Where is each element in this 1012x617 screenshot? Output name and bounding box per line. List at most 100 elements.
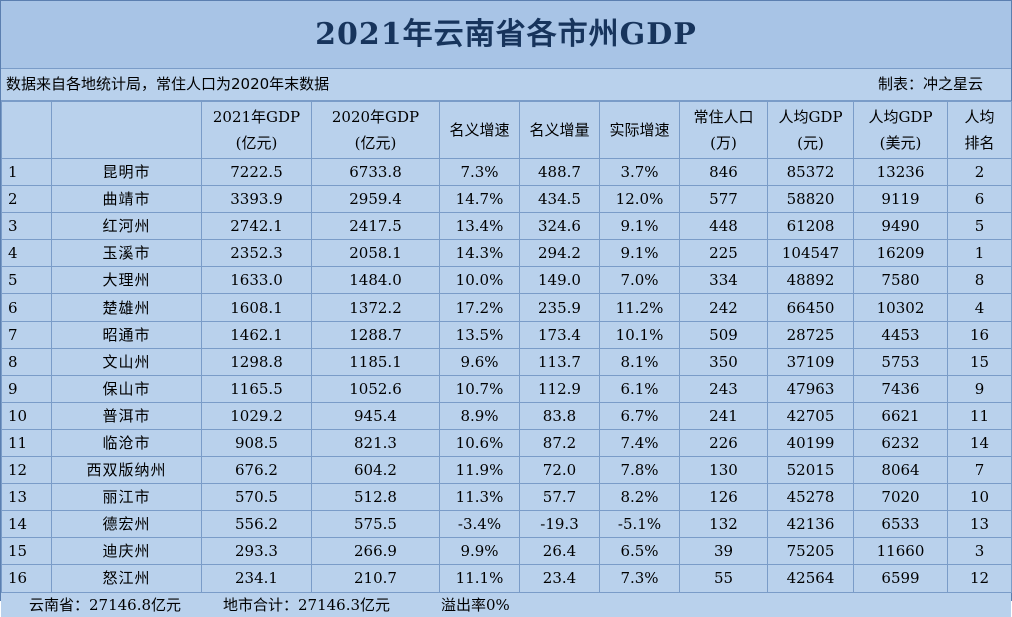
value-cell: 9.9% (439, 537, 520, 566)
value-cell: 1372.2 (311, 293, 440, 322)
value-cell: 28725 (767, 320, 854, 349)
value-cell: 1 (947, 239, 1012, 268)
value-cell: 945.4 (311, 401, 440, 430)
table-row: 10 普洱市 1029.2 945.4 8.9% 83.8 6.7% 241 42705 6621… (1, 401, 1012, 430)
value-cell: 42705 (767, 401, 854, 430)
value-cell: 488.7 (519, 157, 600, 187)
value-cell: 2742.1 (201, 212, 312, 241)
header-cell-9: 人均GDP (美元) (853, 101, 948, 159)
value-cell: 6.5% (599, 537, 680, 566)
value-cell: 13 (947, 510, 1012, 539)
value-cell: 14.3% (439, 239, 520, 268)
value-cell: 6621 (853, 401, 948, 430)
value-cell: 235.9 (519, 293, 600, 322)
value-cell: 8064 (853, 456, 948, 485)
value-cell: 434.5 (519, 185, 600, 214)
footer-city-sum: 地市合计：27146.3亿元 (223, 595, 391, 614)
header-line1: 常住人口 (693, 108, 754, 126)
row-index-cell: 10 (1, 401, 52, 430)
value-cell: 846 (679, 157, 768, 187)
value-cell: 8.2% (599, 483, 680, 512)
value-cell: 334 (679, 266, 768, 295)
table-row: 8 文山州 1298.8 1185.1 9.6% 113.7 8.1% 350 37109 575… (1, 347, 1012, 376)
table-row: 12 西双版纳州 676.2 604.2 11.9% 72.0 7.8% 130 52015 80… (1, 456, 1012, 485)
value-cell: 324.6 (519, 212, 600, 241)
value-cell: 7.4% (599, 428, 680, 458)
value-cell: 11 (947, 401, 1012, 430)
header-line1: 人均GDP (868, 108, 933, 126)
city-name-cell: 普洱市 (51, 401, 202, 430)
value-cell: 57.7 (519, 483, 600, 512)
table-row: 1 昆明市 7222.5 6733.8 7.3% 488.7 3.7% 846 85372 132… (1, 157, 1012, 187)
value-cell: 6533 (853, 510, 948, 539)
city-name-cell: 保山市 (51, 374, 202, 403)
header-cell-8: 人均GDP (元) (767, 101, 854, 159)
value-cell: 55 (679, 564, 768, 593)
header-cell-2: 2021年GDP (亿元) (201, 101, 312, 159)
value-cell: 570.5 (201, 483, 312, 512)
header-line2: (元) (797, 134, 824, 152)
city-name-cell: 怒江州 (51, 564, 202, 593)
table-row: 16 怒江州 234.1 210.7 11.1% 23.4 7.3% 55 42564 6599 1… (1, 564, 1012, 593)
value-cell: 6232 (853, 428, 948, 458)
value-cell: 130 (679, 456, 768, 485)
value-cell: 9119 (853, 185, 948, 214)
value-cell: 3393.9 (201, 185, 312, 214)
value-cell: 908.5 (201, 428, 312, 458)
row-index-cell: 3 (1, 212, 52, 241)
value-cell: 37109 (767, 347, 854, 376)
value-cell: 10.7% (439, 374, 520, 403)
value-cell: 14.7% (439, 185, 520, 214)
value-cell: 350 (679, 347, 768, 376)
value-cell: 2 (947, 157, 1012, 187)
value-cell: 512.8 (311, 483, 440, 512)
value-cell: 4453 (853, 320, 948, 349)
value-cell: 448 (679, 212, 768, 241)
value-cell: 7222.5 (201, 157, 312, 187)
value-cell: 11.3% (439, 483, 520, 512)
value-cell: 4 (947, 293, 1012, 322)
table-body: 1 昆明市 7222.5 6733.8 7.3% 488.7 3.7% 846 85372 132… (1, 157, 1012, 593)
value-cell: -5.1% (599, 510, 680, 539)
table-row: 2 曲靖市 3393.9 2959.4 14.7% 434.5 12.0% 577 58820 9… (1, 185, 1012, 214)
table-row: 13 丽江市 570.5 512.8 11.3% 57.7 8.2% 126 45278 7020… (1, 483, 1012, 512)
value-cell: 7580 (853, 266, 948, 295)
header-line1: 2020年GDP (331, 108, 420, 126)
value-cell: 556.2 (201, 510, 312, 539)
city-name-cell: 曲靖市 (51, 185, 202, 214)
header-line1: 2021年GDP (212, 108, 301, 126)
value-cell: 16 (947, 320, 1012, 349)
value-cell: 8.1% (599, 347, 680, 376)
value-cell: 2352.3 (201, 239, 312, 268)
value-cell: 7436 (853, 374, 948, 403)
value-cell: 1608.1 (201, 293, 312, 322)
table-row: 7 昭通市 1462.1 1288.7 13.5% 173.4 10.1% 509 28725 4… (1, 320, 1012, 349)
header-cell-7: 常住人口 (万) (679, 101, 768, 159)
info-bar: 数据来自各地统计局，常住人口为2020年末数据 制表：冲之星云 (1, 69, 1011, 101)
city-name-cell: 德宏州 (51, 510, 202, 539)
city-name-cell: 西双版纳州 (51, 456, 202, 485)
value-cell: 104547 (767, 239, 854, 268)
value-cell: 47963 (767, 374, 854, 403)
value-cell: 3 (947, 537, 1012, 566)
value-cell: 1633.0 (201, 266, 312, 295)
value-cell: 7.8% (599, 456, 680, 485)
header-cell-6: 实际增速 (599, 101, 680, 159)
value-cell: 7.3% (599, 564, 680, 593)
header-line1: 人均GDP (778, 108, 843, 126)
value-cell: 6 (947, 185, 1012, 214)
value-cell: 10.0% (439, 266, 520, 295)
row-index-cell: 12 (1, 456, 52, 485)
header-line2: (亿元) (354, 134, 397, 152)
header-line1: 实际增速 (609, 121, 670, 139)
value-cell: 48892 (767, 266, 854, 295)
header-cell-1 (51, 101, 202, 159)
table-row: 6 楚雄州 1608.1 1372.2 17.2% 235.9 11.2% 242 66450 1… (1, 293, 1012, 322)
value-cell: 1052.6 (311, 374, 440, 403)
value-cell: 10.6% (439, 428, 520, 458)
footer-overflow-rate: 溢出率0% (441, 595, 510, 614)
city-name-cell: 丽江市 (51, 483, 202, 512)
source-note: 数据来自各地统计局，常住人口为2020年末数据 (6, 75, 330, 93)
value-cell: 40199 (767, 428, 854, 458)
